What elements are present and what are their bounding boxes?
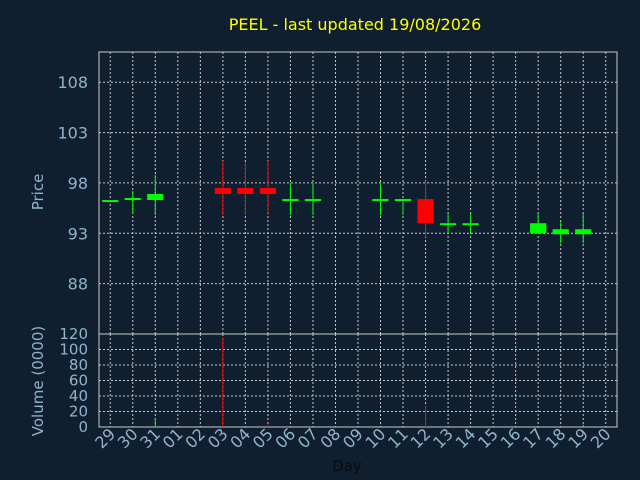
x-axis: 2930310102030405060708091011121314151617… xyxy=(91,424,614,452)
price-tick-label: 88 xyxy=(68,275,88,294)
x-axis-label: Day xyxy=(332,457,362,475)
candle-body xyxy=(214,187,231,195)
volume-tick-label: 120 xyxy=(59,325,88,343)
candle-body xyxy=(259,187,277,195)
candle-body xyxy=(304,199,322,202)
candle-body xyxy=(439,223,457,226)
candle-body xyxy=(462,223,479,226)
candle-body xyxy=(530,223,547,234)
price-tick-label: 93 xyxy=(68,224,88,243)
volume-axis-label: Volume (0000) xyxy=(29,326,47,436)
candle-body xyxy=(282,199,299,202)
price-tick-label: 108 xyxy=(57,73,88,92)
candle-body xyxy=(124,198,141,201)
price-tick-label: 98 xyxy=(68,174,88,193)
price-tick-label: 103 xyxy=(57,124,88,143)
volume-frame xyxy=(98,333,618,428)
candle-body xyxy=(147,194,164,201)
chart-title: PEEL - last updated 19/08/2026 xyxy=(229,15,482,34)
candle-body xyxy=(372,199,389,202)
candle-body xyxy=(552,229,569,235)
volume-tick-label: 20 xyxy=(69,403,88,421)
volume-tick-label: 60 xyxy=(69,372,88,390)
volume-tick-label: 100 xyxy=(59,341,88,359)
volume-tick-label: 80 xyxy=(69,356,88,374)
x-tick-label: 20 xyxy=(587,424,615,452)
volume-tick-label: 40 xyxy=(69,387,88,405)
volume-tick-label: 0 xyxy=(78,418,88,436)
candle-body xyxy=(394,199,412,202)
candle-body xyxy=(575,229,592,235)
price-panel: 108 103 98 93 88 xyxy=(57,51,618,335)
candle-body xyxy=(237,187,254,195)
price-axis-label: Price xyxy=(29,174,47,211)
candle-body xyxy=(102,200,119,203)
candle-body xyxy=(417,199,434,224)
